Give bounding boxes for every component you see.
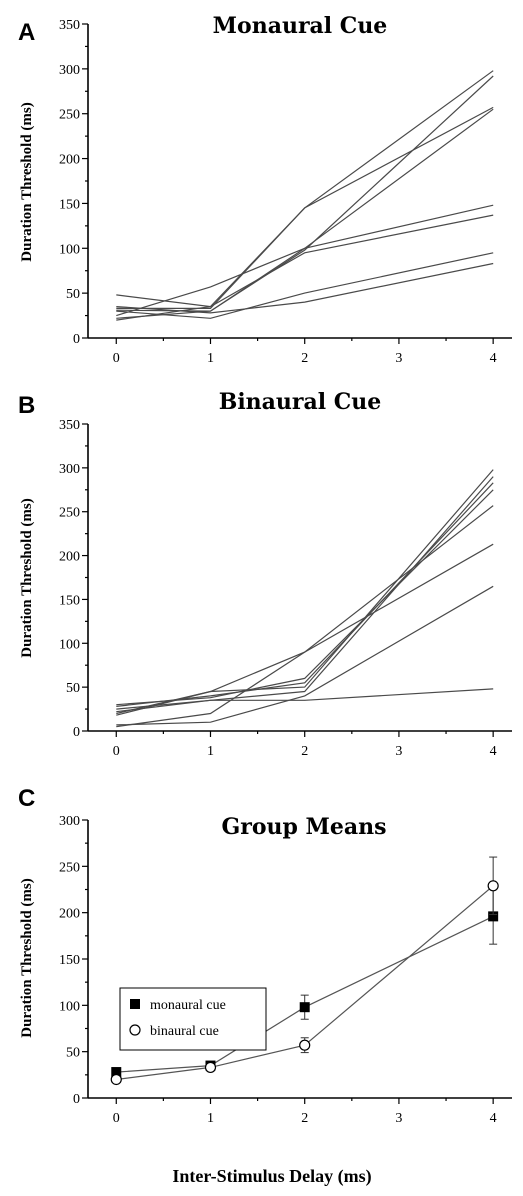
- x-tick-label: 1: [207, 351, 214, 366]
- data-point-binaural: [487, 880, 499, 892]
- data-point-monaural: [111, 1067, 122, 1078]
- x-tick-label: 4: [490, 1111, 497, 1126]
- y-tick-label: 200: [59, 550, 80, 565]
- legend-label: monaural cue: [150, 998, 226, 1013]
- x-tick-label: 3: [395, 351, 402, 366]
- series-line: [116, 204, 494, 317]
- series-line: [116, 585, 494, 726]
- data-point-monaural: [299, 1002, 310, 1013]
- panel-c: C Group Means 0 50 100 150 200 250 300 0 1 2 3 4 Dur…: [18, 785, 512, 1187]
- series-line: [116, 70, 494, 321]
- legend: monaural cue binaural cue: [119, 987, 267, 1051]
- panel-b-title: Binaural Cue: [219, 389, 382, 415]
- series-line: [116, 262, 494, 314]
- y-tick-label: 50: [66, 1046, 80, 1061]
- series-line: [116, 885, 494, 1081]
- panel-a: A Monaural Cue 0 50 100 150 200 250 300 350 0 1 2 3…: [18, 13, 512, 366]
- y-tick-label: 250: [59, 108, 80, 123]
- y-tick-label: 300: [59, 462, 80, 477]
- data-point-binaural: [204, 1061, 217, 1074]
- x-axis-label: Inter-Stimulus Delay (ms): [172, 1166, 371, 1187]
- x-tick-label: 1: [207, 1111, 214, 1126]
- x-tick-label: 1: [207, 744, 214, 759]
- y-tick-label: 150: [59, 953, 80, 968]
- y-tick-label: 0: [73, 725, 80, 740]
- series-line: [116, 252, 494, 319]
- series-line: [116, 505, 494, 716]
- x-tick-label: 2: [301, 744, 308, 759]
- legend-box: [119, 987, 267, 1051]
- y-axis-label: Duration Threshold (ms): [19, 498, 35, 657]
- legend-label: binaural cue: [150, 1024, 219, 1039]
- y-tick-label: 200: [59, 907, 80, 922]
- panel-c-plot: 0 50 100 150 200 250 300 0 1 2 3 4 Duration Threshol…: [19, 814, 512, 1126]
- panel-a-title: Monaural Cue: [213, 13, 388, 39]
- series-line: [116, 214, 494, 308]
- x-tick-label: 4: [490, 744, 497, 759]
- x-tick-label: 2: [301, 1111, 308, 1126]
- series-line: [116, 108, 494, 312]
- series-line: [116, 106, 494, 309]
- x-tick-label: 4: [490, 351, 497, 366]
- y-tick-label: 250: [59, 506, 80, 521]
- series-line: [116, 543, 494, 728]
- x-tick-label: 0: [113, 351, 120, 366]
- series-line: [116, 482, 494, 707]
- y-tick-label: 100: [59, 242, 80, 257]
- y-tick-label: 150: [59, 593, 80, 608]
- y-axis-label: Duration Threshold (ms): [19, 878, 35, 1037]
- panel-a-plot: 0 50 100 150 200 250 300 350 0 1 2 3 4 Duration Thres…: [19, 18, 512, 366]
- y-tick-label: 250: [59, 860, 80, 875]
- y-tick-label: 50: [66, 681, 80, 696]
- panel-label-c: C: [18, 785, 35, 812]
- panel-c-title: Group Means: [221, 814, 386, 840]
- y-tick-label: 0: [73, 332, 80, 347]
- y-tick-label: 350: [59, 418, 80, 433]
- x-tick-label: 0: [113, 744, 120, 759]
- legend-marker-circle: [129, 1024, 141, 1036]
- y-tick-label: 350: [59, 18, 80, 33]
- y-tick-label: 300: [59, 814, 80, 829]
- panel-b: B Binaural Cue 0 50 100 150 200 250 300 350 0 1 2 3…: [18, 389, 512, 759]
- y-axis-label: Duration Threshold (ms): [19, 102, 35, 261]
- y-tick-label: 150: [59, 197, 80, 212]
- data-point-binaural: [110, 1073, 122, 1086]
- x-tick-label: 0: [113, 1111, 120, 1126]
- data-point-monaural: [488, 911, 499, 922]
- x-tick-label: 3: [395, 744, 402, 759]
- y-tick-label: 100: [59, 999, 80, 1014]
- y-tick-label: 300: [59, 63, 80, 78]
- x-tick-label: 3: [395, 1111, 402, 1126]
- data-point-binaural: [299, 1039, 311, 1051]
- series-line: [116, 489, 494, 706]
- series-line: [116, 688, 494, 713]
- y-tick-label: 0: [73, 1092, 80, 1107]
- panel-label-a: A: [18, 19, 35, 46]
- x-tick-label: 2: [301, 351, 308, 366]
- y-tick-label: 100: [59, 637, 80, 652]
- panel-b-plot: 0 50 100 150 200 250 300 350 0 1 2 3 4 Duration Thres…: [19, 418, 512, 759]
- series-line: [116, 469, 494, 715]
- y-tick-label: 200: [59, 153, 80, 168]
- panel-label-b: B: [18, 392, 35, 419]
- series-line: [116, 476, 494, 710]
- legend-marker-square: [130, 999, 140, 1009]
- y-tick-label: 50: [66, 287, 80, 302]
